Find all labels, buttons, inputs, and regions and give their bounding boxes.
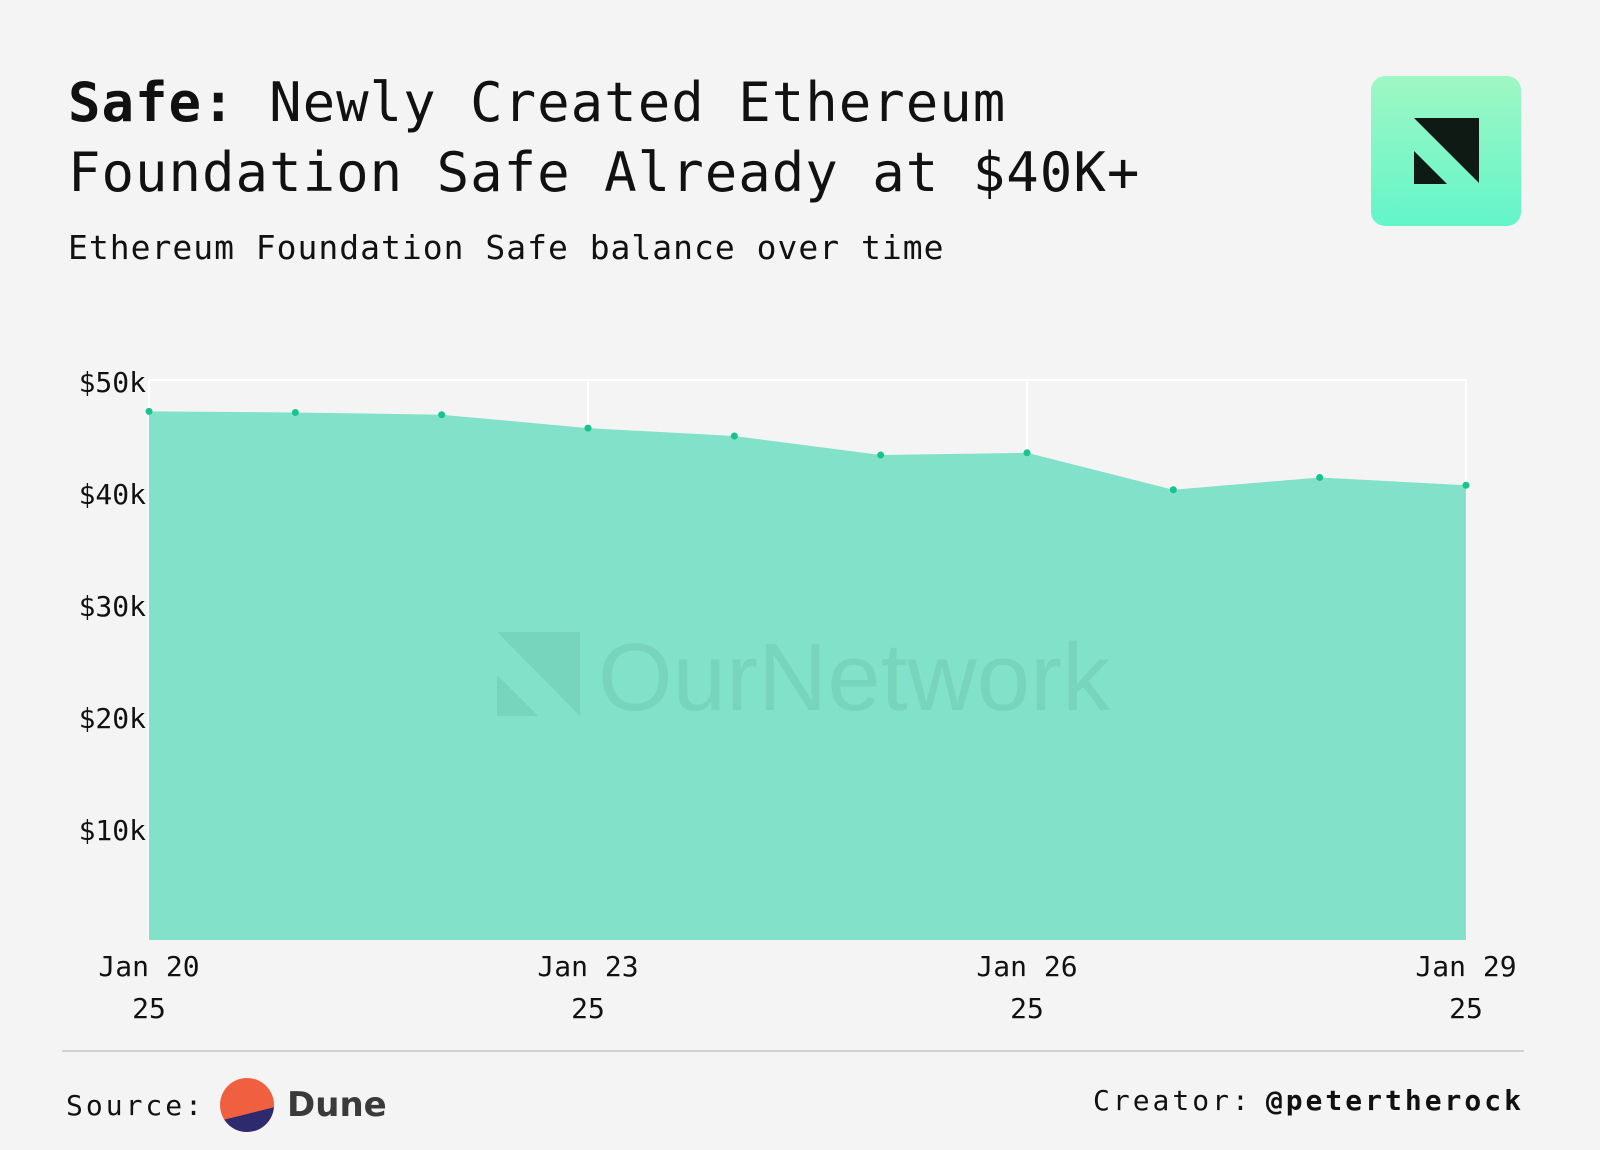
- creator-credit: Creator: @petertherock: [1093, 1075, 1524, 1125]
- data-point: [730, 432, 738, 440]
- creator-label: Creator:: [1092, 1083, 1252, 1117]
- x-tick-label-year: 25: [1449, 992, 1483, 1025]
- x-tick-label: Jan 20: [98, 950, 199, 983]
- x-tick-label: Jan 23: [537, 950, 638, 983]
- balance-area: [149, 411, 1466, 940]
- watermark-text: OurNetwork: [598, 624, 1111, 731]
- y-tick-label: $50k: [79, 366, 147, 399]
- x-tick-label-year: 25: [1010, 992, 1044, 1025]
- y-tick-label: $20k: [79, 702, 147, 735]
- data-point: [1169, 486, 1177, 494]
- data-point: [877, 451, 885, 459]
- y-tick-label: $30k: [79, 590, 147, 623]
- x-tick-label: Jan 26: [976, 950, 1077, 983]
- data-point: [291, 408, 299, 416]
- title-lead: Safe:: [68, 71, 236, 134]
- x-tick-label: Jan 29: [1415, 950, 1516, 983]
- data-point: [1462, 481, 1470, 489]
- source-label: Source:: [66, 1088, 206, 1122]
- data-point: [1023, 449, 1031, 457]
- data-point: [584, 424, 592, 432]
- ournetwork-logo-icon: [1371, 76, 1521, 226]
- data-point: [1316, 473, 1324, 481]
- creator-handle: @petertherock: [1265, 1083, 1524, 1117]
- source-name: Dune: [287, 1085, 387, 1125]
- footer-divider: [62, 1050, 1524, 1052]
- y-tick-label: $10k: [79, 814, 147, 847]
- chart-title: Safe: Newly Created Ethereum Foundation …: [68, 68, 1298, 208]
- y-tick-label: $40k: [79, 478, 147, 511]
- chart-subtitle: Ethereum Foundation Safe balance over ti…: [68, 228, 945, 267]
- x-tick-label-year: 25: [132, 992, 166, 1025]
- data-point: [145, 407, 153, 415]
- watermark-logo-icon: [497, 632, 580, 716]
- source-credit: Source: Dune: [66, 1075, 387, 1135]
- ournetwork-watermark: OurNetwork: [497, 624, 1111, 731]
- data-point: [438, 411, 446, 419]
- x-tick-label-year: 25: [571, 992, 605, 1025]
- title-rest: Newly Created Ethereum Foundation Safe A…: [68, 71, 1141, 204]
- dune-logo-icon: [220, 1078, 275, 1132]
